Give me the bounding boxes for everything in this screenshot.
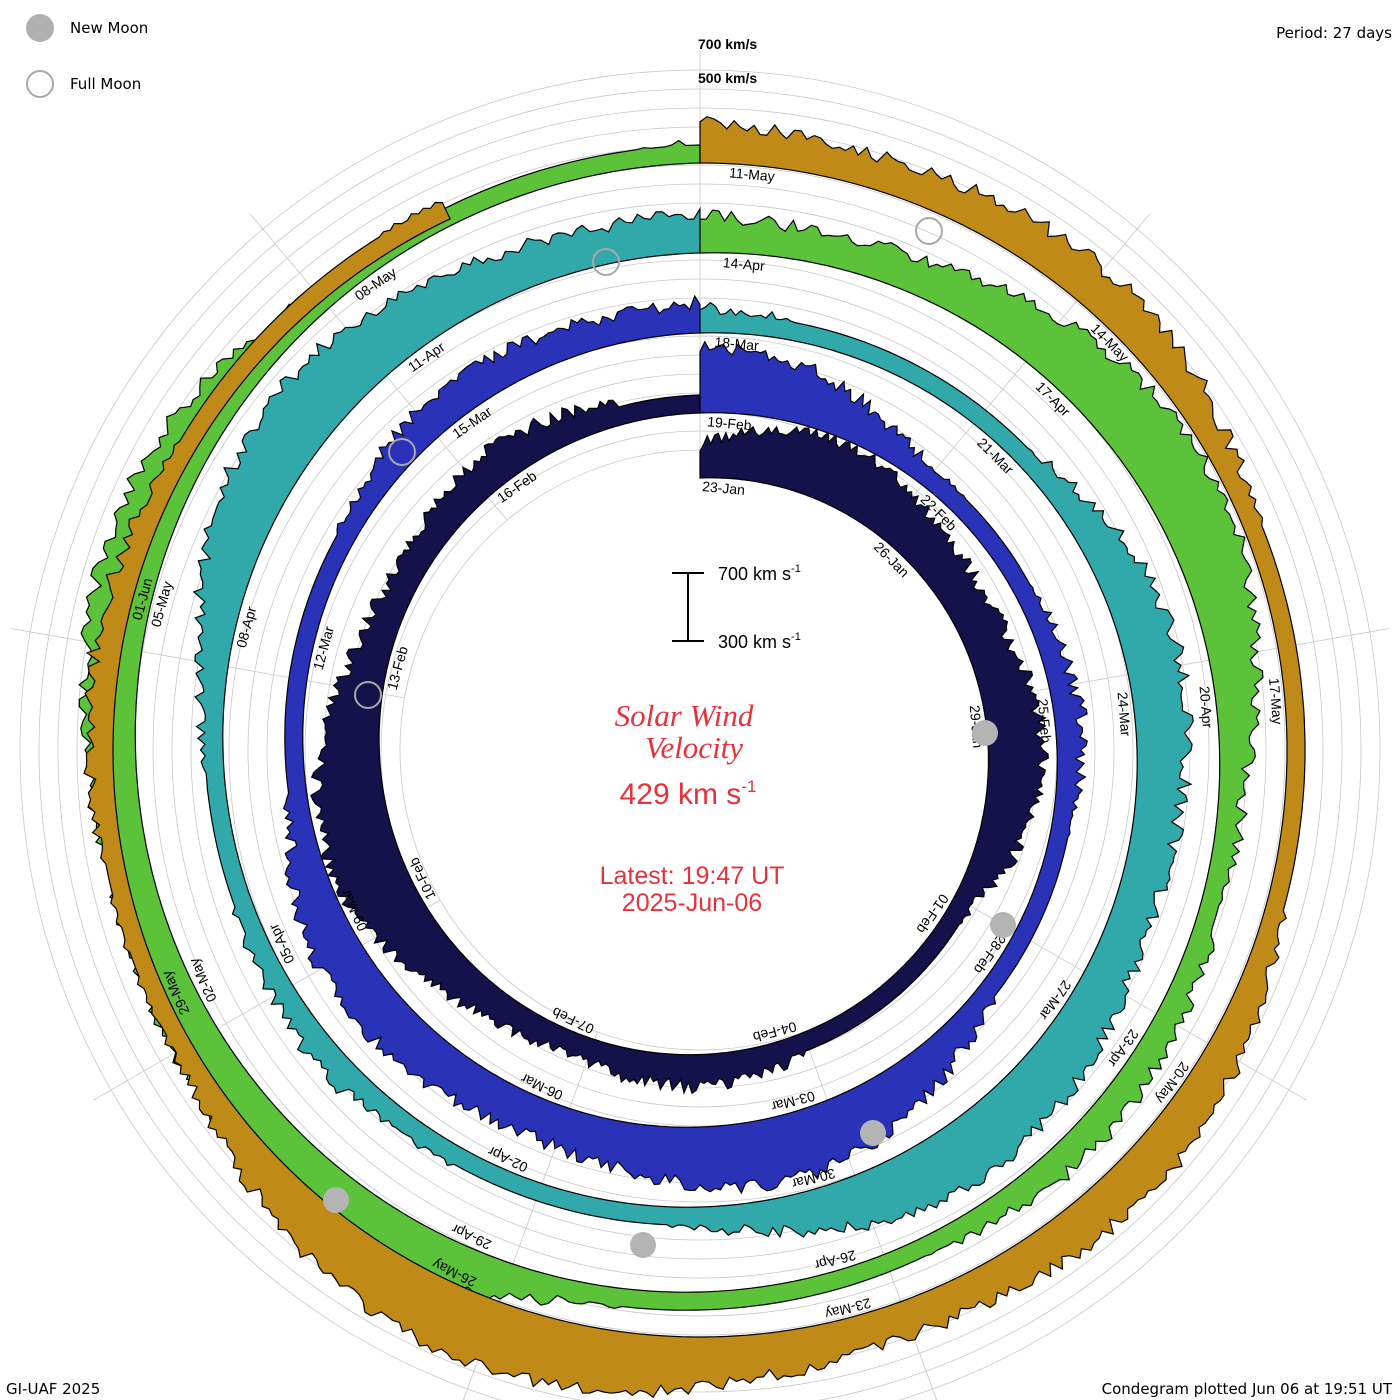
period-label: Period: 27 days <box>1276 24 1392 42</box>
full-moon-marker <box>388 438 416 466</box>
full-moon-marker <box>354 681 382 709</box>
date-tick-label: 19-Feb <box>707 413 753 433</box>
new-moon-marker <box>630 1232 656 1258</box>
legend-new-moon-label: New Moon <box>70 19 149 37</box>
new-moon-icon <box>26 14 54 42</box>
legend-new-moon: New Moon <box>26 14 148 42</box>
new-moon-marker <box>323 1187 349 1213</box>
center-scale-bar: 700 km s-1 300 km s-1 <box>672 563 801 652</box>
grid-spoke <box>892 213 1151 521</box>
legend-full-moon: Full Moon <box>26 70 141 98</box>
date-tick-label: 25-Feb <box>1035 698 1055 744</box>
new-moon-marker <box>990 912 1016 938</box>
date-tick-label: 11-May <box>728 164 775 184</box>
scale-bottom-label: 300 km s-1 <box>718 631 801 652</box>
legend-full-moon-label: Full Moon <box>70 75 142 93</box>
center-title-line2: Velocity <box>645 730 743 765</box>
date-tick-label: 18-Mar <box>714 334 760 354</box>
center-latest-time: Latest: 19:47 UT <box>600 862 785 890</box>
date-tick-label: 23-Jan <box>702 478 746 498</box>
full-moon-marker <box>915 217 943 245</box>
full-moon-icon <box>26 70 54 98</box>
scale-label-700: 700 km/s <box>698 36 757 52</box>
date-tick-label: 17-May <box>1266 677 1286 725</box>
center-latest-date: 2025-Jun-06 <box>622 889 762 917</box>
scale-label-500: 500 km/s <box>698 70 757 86</box>
moon-markers <box>323 217 1016 1258</box>
footer-plot-time: Condegram plotted Jun 06 at 19:51 UT <box>1101 1380 1392 1398</box>
date-tick-label: 20-Apr <box>1196 685 1215 729</box>
new-moon-marker <box>972 720 998 746</box>
date-tick-label: 24-Mar <box>1114 691 1134 737</box>
scale-top-label: 700 km s-1 <box>718 563 801 584</box>
new-moon-marker <box>860 1120 886 1146</box>
data-rings: 23-Jan26-Jan29-Jan01-Feb04-Feb07-Feb10-F… <box>78 116 1306 1399</box>
center-velocity-value: 429 km s-1 <box>620 777 757 811</box>
footer-credit: GI-UAF 2025 <box>6 1380 101 1398</box>
ring-band-may-jun <box>83 116 1306 1399</box>
center-title-line1: Solar Wind <box>615 698 754 733</box>
date-tick-label: 14-Apr <box>722 254 766 274</box>
full-moon-marker <box>592 248 620 276</box>
